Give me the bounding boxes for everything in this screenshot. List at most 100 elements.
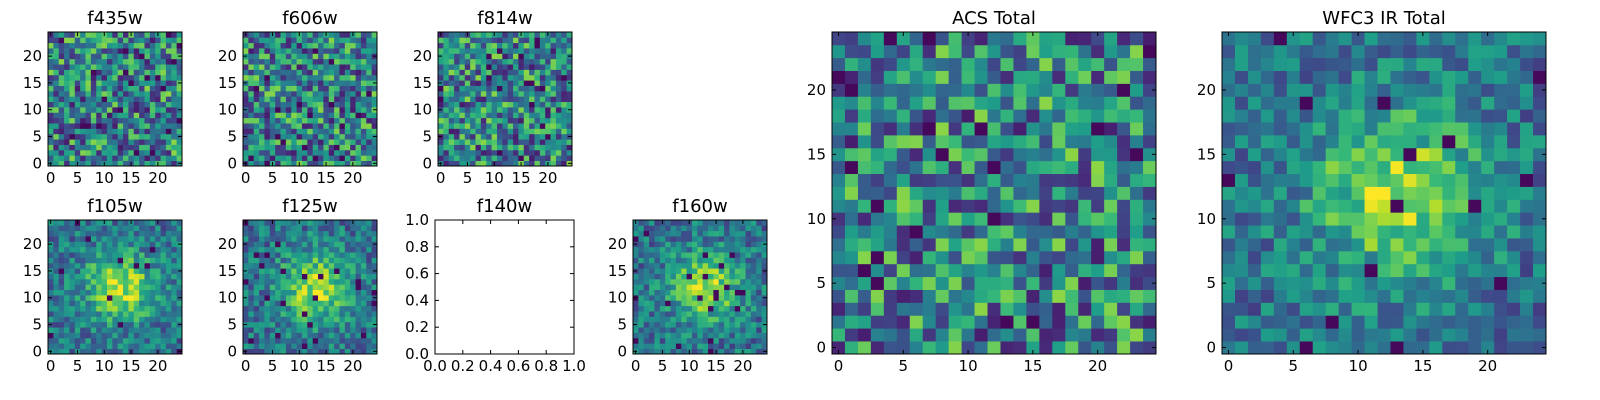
heatmap-cell [366, 112, 372, 119]
heatmap-cell [259, 149, 265, 156]
heatmap-cell [328, 327, 335, 333]
heatmap-cell [371, 316, 378, 323]
heatmap-cell [1234, 225, 1249, 239]
heatmap-cell [248, 246, 255, 253]
heatmap-cell [285, 316, 292, 323]
heatmap-cells [243, 32, 378, 167]
heatmap-cell [1390, 315, 1404, 329]
heatmap-cell [90, 316, 97, 323]
heatmap-cell [1260, 302, 1275, 316]
heatmap-cell [176, 144, 183, 151]
heatmap-cell [883, 315, 898, 329]
heatmap-cell [1390, 225, 1404, 239]
heatmap-cell [438, 74, 444, 81]
heatmap-cell [750, 300, 757, 307]
heatmap-cell [328, 101, 335, 108]
heatmap-cell [1312, 173, 1327, 187]
heatmap-cell [58, 160, 65, 167]
heatmap-cell [264, 327, 271, 333]
heatmap-cell [253, 149, 260, 156]
heatmap-cell [117, 85, 124, 92]
heatmap-cell [339, 160, 346, 167]
heatmap-cell [355, 284, 362, 291]
heatmap-cell [1013, 44, 1027, 59]
heatmap-cell [318, 64, 324, 70]
heatmap-cell [48, 123, 54, 129]
heatmap-cell [1299, 302, 1314, 316]
heatmap-cell [1013, 250, 1027, 265]
heatmap-cell [464, 64, 471, 70]
heatmap-cell [90, 257, 97, 264]
heatmap-cell [269, 230, 276, 237]
heatmap-cell [523, 69, 530, 76]
heatmap-cell [280, 160, 287, 167]
heatmap-cell [106, 225, 113, 232]
heatmap-cell [464, 133, 471, 140]
heatmap-cell [117, 230, 124, 237]
heatmap-cell [1507, 238, 1521, 252]
heatmap-cell [1065, 328, 1079, 342]
heatmap-cell [264, 64, 271, 70]
heatmap-cell [659, 343, 666, 349]
heatmap-cell [280, 284, 287, 291]
heatmap-cell [518, 117, 525, 124]
heatmap-cell [318, 96, 324, 103]
heatmap-cell [691, 337, 698, 344]
heatmap-cell [708, 289, 714, 296]
heatmap-cell [724, 311, 730, 317]
heatmap-cell [264, 225, 271, 232]
heatmap-cell [344, 268, 351, 274]
heatmap-cell [117, 262, 124, 269]
heatmap-cell [1364, 199, 1378, 213]
heatmap-cell [643, 268, 650, 274]
heatmap-cell [307, 257, 314, 264]
heatmap-cell [128, 144, 135, 151]
heatmap-cell [1065, 83, 1079, 97]
heatmap-cell [718, 236, 725, 242]
heatmap-cell [280, 311, 287, 317]
heatmap-cell [643, 311, 650, 317]
heatmap-cell [1052, 238, 1066, 252]
heatmap-cell [160, 117, 167, 124]
heatmap-cell [566, 48, 573, 54]
heatmap-cell [176, 316, 183, 323]
heatmap-cell [328, 268, 335, 274]
heatmap-cell [344, 321, 351, 328]
heatmap-cell [296, 37, 303, 44]
heatmap-cell [90, 284, 97, 291]
heatmap-cell [165, 69, 172, 76]
heatmap-cell [243, 42, 249, 49]
heatmap-cell [355, 268, 362, 274]
heatmap-cell [529, 112, 535, 119]
heatmap-cell [1403, 315, 1417, 329]
x-tick-label: 10 [485, 169, 504, 187]
heatmap-cell [264, 252, 271, 258]
heatmap-cell [101, 64, 108, 70]
heatmap-cell [275, 316, 281, 323]
heatmap-cell [64, 316, 70, 323]
heatmap-cell [58, 144, 65, 151]
heatmap-cell [296, 139, 303, 145]
heatmap-cell [344, 32, 351, 38]
heatmap-cell [291, 107, 297, 113]
heatmap-cell [448, 107, 455, 113]
heatmap-cell [366, 311, 372, 317]
heatmap-cell [106, 273, 113, 280]
heatmap-cell [550, 58, 557, 65]
x-tick-label: 10 [959, 357, 978, 375]
heatmap-cell [112, 327, 119, 333]
heatmap-cell [643, 305, 650, 312]
heatmap-cell [1520, 263, 1534, 278]
heatmap-cell [1247, 263, 1262, 278]
heatmap-cell [144, 300, 151, 307]
heatmap-cell [85, 295, 92, 301]
y-tick-label: 10 [218, 289, 237, 307]
heatmap-cell [529, 149, 535, 156]
heatmap-cell [1299, 225, 1314, 239]
heatmap-cell [555, 123, 562, 129]
heatmap-cell [459, 128, 466, 135]
heatmap-cell [649, 327, 655, 333]
heatmap-cell [643, 289, 650, 296]
heatmap-cell [366, 101, 372, 108]
heatmap-cell [328, 133, 335, 140]
